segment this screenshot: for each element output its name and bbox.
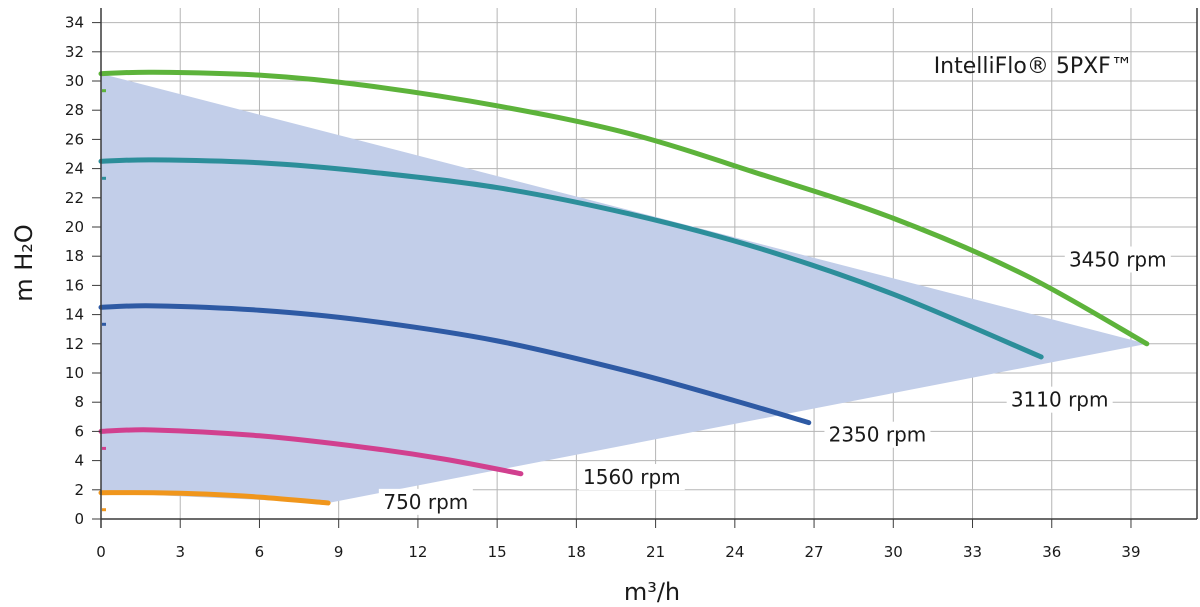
chart-title: IntelliFlo® 5PXF™ <box>934 54 1133 79</box>
y-tick-label: 6 <box>74 422 84 440</box>
curve-2350-rpm <box>98 303 812 426</box>
y-tick-label: 32 <box>65 43 84 61</box>
y-tick-label: 34 <box>65 14 84 32</box>
x-tick-label: 0 <box>96 543 106 561</box>
y-tick-label: 16 <box>65 276 84 294</box>
x-tick-label: 24 <box>725 543 744 561</box>
y-tick-label: 24 <box>65 160 84 178</box>
curve-labels: 3450 rpm 3110 rpm 2350 rpm 1560 rpm 750 rpm <box>378 246 1171 515</box>
y-tick-label: 8 <box>74 393 84 411</box>
x-tick-label: 36 <box>1042 543 1061 561</box>
x-tick-label: 18 <box>567 543 586 561</box>
y-tick-label: 28 <box>65 101 84 119</box>
curve-label-background <box>824 421 931 448</box>
curve-label-background <box>1006 386 1113 413</box>
y-tick-label: 4 <box>74 452 84 470</box>
x-tick-label: 15 <box>488 543 507 561</box>
curve-3450-rpm <box>98 69 1150 347</box>
curve-label-background <box>578 464 685 491</box>
curve-label: 3110 rpm <box>1011 388 1109 412</box>
y-tick-label: 20 <box>65 218 84 236</box>
x-tick-label: 9 <box>334 543 344 561</box>
y-tick-label: 22 <box>65 189 84 207</box>
x-tick-label: 30 <box>884 543 903 561</box>
curve-750-rpm <box>98 490 331 506</box>
curve-1560-rpm <box>98 427 524 477</box>
curve-label: 750 rpm <box>383 490 468 514</box>
x-tick-label: 27 <box>805 543 824 561</box>
x-tick-label: 3 <box>175 543 185 561</box>
x-tick-label: 21 <box>646 543 665 561</box>
y-tick-label: 14 <box>65 306 84 324</box>
y-axis-title: m H₂O <box>10 224 38 302</box>
x-axis-title: m³/h <box>624 578 680 606</box>
y-tick-label: 2 <box>74 481 84 499</box>
curve-label-background <box>1064 246 1171 273</box>
curve-label: 2350 rpm <box>829 423 927 447</box>
y-tick-label: 26 <box>65 130 84 148</box>
x-tick-label: 33 <box>963 543 982 561</box>
y-tick-label: 10 <box>65 364 84 382</box>
axes <box>92 8 1198 528</box>
y-tick-label: 30 <box>65 72 84 90</box>
y-tick-label: 0 <box>74 510 84 528</box>
x-tick-label: 12 <box>408 543 427 561</box>
x-tick-label: 6 <box>255 543 265 561</box>
x-tick-labels: 0 3 6 9 12 15 18 21 24 27 30 33 36 39 <box>96 543 1140 561</box>
y-tick-label: 12 <box>65 335 84 353</box>
rpm-curves <box>98 69 1150 512</box>
curve-label: 3450 rpm <box>1069 248 1167 272</box>
curve-label: 1560 rpm <box>583 465 681 489</box>
curve-3110-rpm <box>98 157 1044 360</box>
y-tick-label: 18 <box>65 247 84 265</box>
curve-label-background <box>378 488 473 515</box>
x-tick-label: 39 <box>1121 543 1140 561</box>
operating-region <box>101 73 1147 503</box>
